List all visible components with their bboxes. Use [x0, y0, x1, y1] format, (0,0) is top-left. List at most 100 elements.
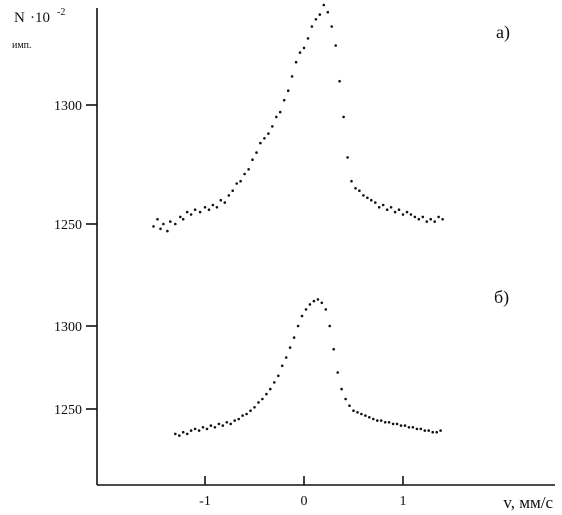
- point-a: [441, 217, 444, 221]
- point-b: [233, 419, 236, 422]
- point-a: [310, 25, 314, 28]
- point-a: [338, 79, 341, 83]
- point-a: [227, 194, 231, 197]
- point-b: [348, 404, 351, 408]
- point-a: [181, 217, 185, 221]
- point-a: [421, 215, 425, 219]
- point-a: [314, 18, 318, 21]
- point-a: [326, 10, 330, 14]
- x-tick-label-1: 1: [400, 494, 407, 509]
- point-b: [344, 397, 347, 401]
- point-b: [304, 308, 308, 311]
- point-b: [372, 417, 375, 421]
- point-a: [405, 210, 409, 214]
- point-b: [376, 419, 379, 422]
- x-tick-label-0: 0: [301, 494, 308, 509]
- point-a: [397, 208, 401, 211]
- point-a: [215, 206, 219, 209]
- point-b: [387, 421, 391, 424]
- point-a: [354, 187, 357, 190]
- y-tick-label-b-1250: 1250: [54, 403, 82, 418]
- point-b: [245, 412, 248, 416]
- point-a: [189, 213, 193, 216]
- point-a: [207, 208, 211, 211]
- point-a: [223, 201, 227, 204]
- point-a: [255, 151, 258, 154]
- point-b: [217, 422, 221, 426]
- point-a: [358, 189, 361, 192]
- point-b: [197, 429, 201, 432]
- point-a: [374, 201, 377, 204]
- point-b: [340, 387, 343, 391]
- point-a: [159, 227, 162, 231]
- point-a: [286, 89, 290, 92]
- point-b: [427, 429, 431, 432]
- point-a: [156, 217, 159, 221]
- point-b: [383, 421, 387, 424]
- point-a: [350, 179, 353, 183]
- point-a: [263, 137, 266, 140]
- point-b: [300, 314, 304, 318]
- point-b: [225, 421, 229, 424]
- point-a: [235, 182, 238, 185]
- y-tick-label-a-1300: 1300: [54, 99, 82, 114]
- point-a: [346, 156, 349, 159]
- point-b: [257, 401, 260, 404]
- point-b: [368, 416, 371, 419]
- point-a: [306, 37, 310, 40]
- point-a: [318, 13, 322, 16]
- point-b: [364, 414, 367, 417]
- series-b-points: [174, 298, 442, 437]
- point-b: [205, 427, 209, 431]
- point-b: [189, 429, 193, 432]
- point-b: [332, 347, 336, 351]
- x-tick-label-minus-1: -1: [199, 494, 211, 509]
- point-b: [209, 424, 213, 427]
- point-a: [251, 158, 254, 161]
- point-b: [399, 424, 403, 427]
- point-a: [381, 203, 385, 207]
- series-a-points: [152, 3, 444, 233]
- point-b: [185, 432, 189, 436]
- point-a: [389, 206, 393, 209]
- point-b: [356, 411, 359, 414]
- point-b: [403, 424, 407, 427]
- point-b: [249, 409, 252, 413]
- point-b: [431, 430, 435, 434]
- point-b: [379, 419, 383, 422]
- point-a: [334, 44, 338, 47]
- point-b: [435, 430, 439, 434]
- point-b: [320, 301, 324, 305]
- point-b: [229, 422, 232, 426]
- point-b: [439, 429, 442, 432]
- point-a: [409, 213, 413, 216]
- y-axis-units: имп.: [12, 40, 32, 51]
- point-b: [201, 426, 205, 429]
- point-a: [322, 3, 326, 7]
- point-b: [253, 406, 256, 409]
- panel-a-label: а): [496, 22, 510, 43]
- point-a: [278, 110, 282, 114]
- point-a: [294, 60, 298, 64]
- point-a: [370, 198, 373, 202]
- point-b: [352, 409, 355, 413]
- point-b: [336, 371, 340, 374]
- point-a: [169, 220, 172, 223]
- point-b: [312, 299, 316, 303]
- point-a: [330, 25, 334, 28]
- point-b: [296, 324, 300, 328]
- point-b: [237, 417, 240, 421]
- point-b: [360, 412, 363, 416]
- point-b: [411, 426, 415, 429]
- point-a: [401, 213, 405, 216]
- point-a: [413, 215, 417, 219]
- point-b: [193, 427, 197, 431]
- point-a: [179, 215, 182, 219]
- point-a: [243, 172, 246, 176]
- point-b: [395, 422, 399, 426]
- point-a: [185, 210, 189, 214]
- point-b: [277, 374, 280, 378]
- point-a: [211, 203, 215, 207]
- point-a: [259, 141, 262, 145]
